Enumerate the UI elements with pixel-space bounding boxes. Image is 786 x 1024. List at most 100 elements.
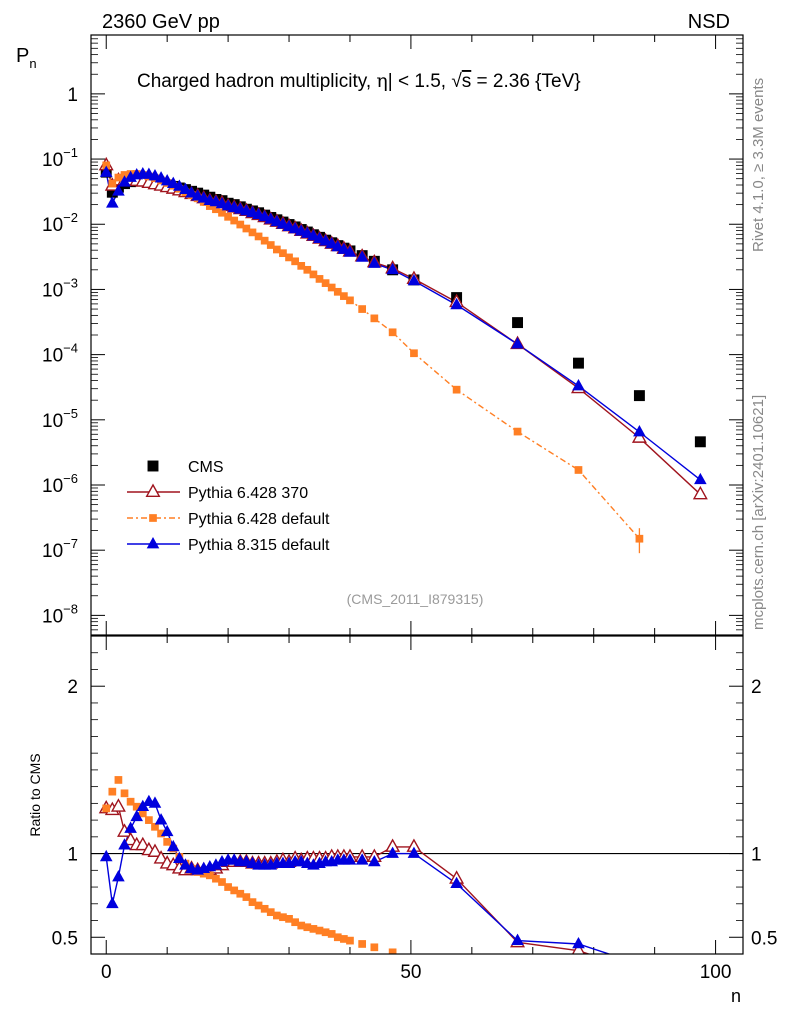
x-tick-label: 0 — [101, 962, 112, 983]
main-y-tick-base: 10 — [42, 346, 63, 367]
y-axis-label-main: Pn — [16, 45, 37, 71]
point-cms — [573, 357, 584, 369]
legend-marker-pythia-8-315-default — [146, 537, 160, 549]
point-pythia-6-428-default — [315, 275, 324, 283]
point-pythia-8-315-default — [179, 182, 192, 194]
ratio-point-pythia-8-315-default — [355, 853, 369, 865]
main-y-tick-exp: −1 — [63, 145, 78, 160]
ratio-point-pythia-8-315-default — [136, 799, 150, 812]
ratio-point-pythia-8-315-default — [179, 858, 192, 870]
main-y-tick-base: 10 — [42, 215, 63, 236]
main-plot-frame — [90, 34, 744, 636]
ratio-point-pythia-8-315-default — [130, 809, 144, 822]
ratio-point-pythia-6-428-default — [266, 908, 275, 917]
ratio-point-pythia-6-428-default — [199, 869, 208, 878]
point-pythia-6-428-default — [297, 262, 306, 270]
ratio-point-pythia-8-315-default — [148, 796, 162, 808]
main-y-tick-label: 10−8 — [42, 601, 78, 627]
ratio-point-pythia-6-428-default — [151, 822, 159, 831]
ratio-point-pythia-8-315-default — [173, 851, 186, 863]
ratio-point-pythia-8-315-default — [450, 876, 463, 889]
header-left: 2360 GeV pp — [102, 11, 220, 33]
main-y-tick-label: 10−2 — [42, 210, 78, 236]
point-pythia-6-428-default — [279, 249, 287, 258]
ratio-point-pythia-6-428-370 — [135, 836, 151, 851]
main-y-tick-base: 10 — [42, 476, 63, 497]
main-y-tick-exp: −4 — [63, 341, 78, 356]
ratio-point-pythia-8-315-default — [106, 896, 119, 909]
title-sqrt: √ — [451, 71, 462, 92]
main-y-tick-exp: −7 — [63, 536, 78, 551]
ratio-y-tick-label: 1 — [67, 845, 78, 866]
ratio-point-pythia-6-428-default — [242, 893, 251, 901]
ratio-point-pythia-6-428-default — [212, 874, 220, 883]
main-y-tick-label: 10−1 — [42, 145, 78, 171]
main-ticks: 10−810−710−610−510−410−310−210−11 — [42, 34, 743, 636]
point-pythia-6-428-default — [340, 292, 348, 300]
main-y-tick-label: 10−4 — [42, 341, 78, 367]
point-pythia-6-428-default — [266, 241, 275, 249]
ratio-point-pythia-8-315-default — [112, 870, 125, 882]
ratio-point-pythia-8-315-default — [407, 846, 421, 858]
point-pythia-6-428-default — [309, 270, 318, 279]
ratio-point-pythia-6-428-default — [138, 809, 147, 818]
ratio-point-pythia-6-428-default — [303, 923, 312, 932]
ratio-point-pythia-6-428-default — [327, 930, 336, 938]
legend-marker-cms — [147, 460, 159, 472]
title-part-c: = 2.36 {TeV} — [471, 71, 580, 92]
point-pythia-6-428-default — [635, 534, 644, 543]
point-pythia-8-315-default — [572, 379, 585, 391]
header-right: NSD — [688, 11, 730, 33]
ratio-y-tick-label: 2 — [67, 677, 78, 698]
point-pythia-6-428-default — [242, 224, 251, 233]
point-pythia-8-315-default — [99, 165, 113, 177]
point-pythia-6-428-default — [120, 171, 129, 179]
ratio-point-pythia-8-315-default — [118, 838, 131, 850]
ratio-y-tick-label-right: 2 — [751, 677, 762, 698]
point-cms — [633, 390, 645, 402]
main-y-tick-base: 10 — [42, 280, 63, 301]
point-pythia-6-428-default — [236, 220, 245, 229]
legend-label-pythia-8-315-default: Pythia 8.315 default — [188, 537, 330, 554]
point-pythia-6-428-default — [230, 216, 239, 225]
point-pythia-6-428-default — [410, 349, 418, 358]
main-y-tick-base: 10 — [42, 541, 63, 562]
y-axis-label-p: P — [16, 45, 29, 67]
point-pythia-6-428-default — [248, 228, 257, 237]
main-y-tick-label: 10−6 — [42, 471, 78, 497]
ratio-point-pythia-6-428-default — [321, 928, 330, 937]
y-axis-label-sub: n — [29, 56, 36, 71]
ratio-point-pythia-6-428-default — [102, 804, 111, 813]
ratio-point-pythia-6-428-370 — [123, 831, 139, 846]
ratio-point-pythia-6-428-default — [309, 925, 318, 933]
point-pythia-6-428-default — [108, 179, 117, 188]
point-pythia-6-428-default — [285, 253, 293, 262]
ratio-point-pythia-6-428-default — [120, 789, 129, 798]
ratio-point-pythia-6-428-default — [370, 943, 379, 952]
ratio-point-pythia-6-428-default — [340, 935, 348, 943]
point-pythia-6-428-default — [346, 296, 354, 305]
ratio-point-pythia-6-428-370 — [147, 843, 163, 857]
point-pythia-8-315-default — [106, 196, 119, 208]
ratio-point-pythia-6-428-default — [260, 904, 269, 913]
point-pythia-6-428-default — [102, 161, 111, 170]
ratio-y-tick-label-right: 0.5 — [751, 928, 777, 949]
x-tick-label: 50 — [400, 962, 421, 983]
ratio-point-pythia-6-428-default — [224, 883, 232, 891]
point-pythia-6-428-default — [224, 212, 232, 221]
ratio-point-pythia-6-428-default — [315, 926, 324, 935]
legend-label-pythia-6-428-370: Pythia 6.428 370 — [188, 485, 308, 502]
point-pythia-8-315-default — [118, 175, 131, 187]
point-pythia-8-315-default — [633, 425, 646, 437]
ratio-point-pythia-8-315-default — [386, 846, 399, 858]
ratio-point-pythia-8-315-default — [511, 933, 524, 945]
point-pythia-6-428-default — [513, 427, 522, 436]
point-cms — [512, 317, 524, 329]
main-y-tick-base: 1 — [67, 85, 78, 106]
point-pythia-8-315-default — [386, 262, 399, 275]
point-cms — [106, 186, 118, 198]
ratio-point-pythia-6-428-default — [145, 816, 153, 824]
ratio-point-pythia-6-428-default — [388, 948, 397, 954]
ratio-y-tick-label-right: 1 — [751, 845, 762, 866]
